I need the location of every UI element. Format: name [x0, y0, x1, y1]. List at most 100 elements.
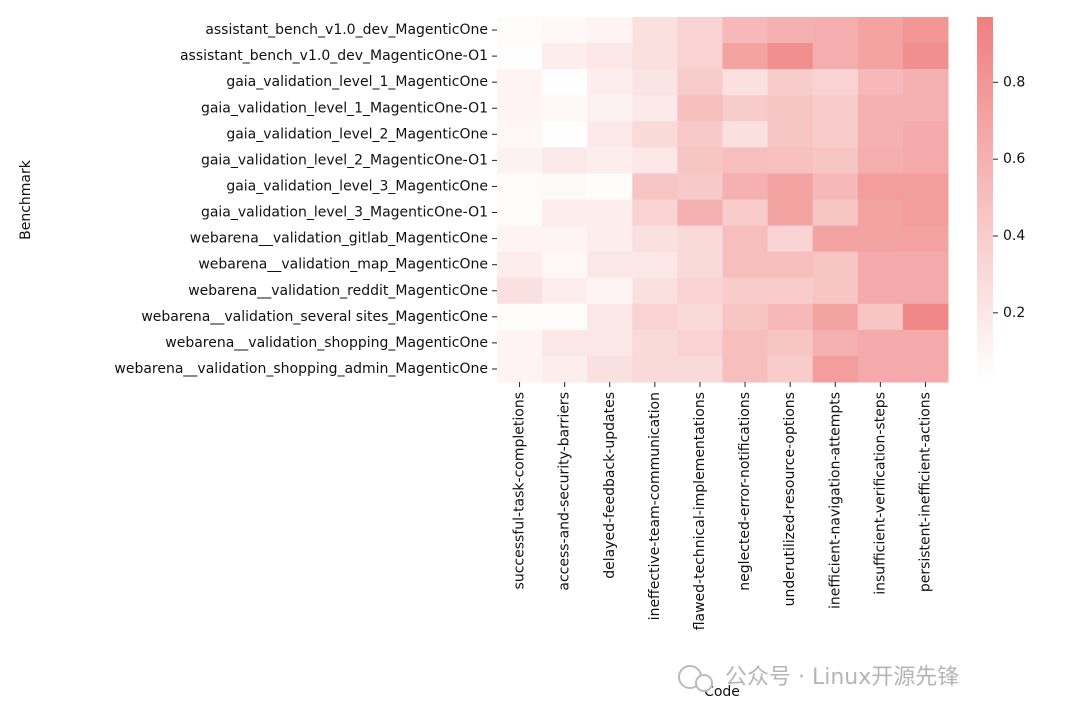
y-tick-label: gaia_validation_level_1_MagenticOne-O1: [201, 100, 488, 116]
heatmap-cell: [497, 173, 543, 200]
heatmap-cell: [587, 121, 633, 148]
heatmap-cell: [587, 277, 633, 305]
x-tick-label: access-and-security-barriers: [557, 392, 573, 591]
colorbar-tick-label: 0.2: [1003, 305, 1025, 321]
heatmap-cell: [497, 43, 543, 70]
heatmap-cell: [722, 95, 769, 122]
heatmap-cell: [902, 303, 949, 331]
heatmap-cell: [767, 43, 814, 70]
heatmap-cell: [857, 199, 904, 227]
heatmap-cell: [902, 277, 949, 305]
heatmap-cell: [722, 121, 769, 148]
heatmap-cell: [767, 121, 814, 148]
heatmap-cell: [497, 69, 543, 96]
heatmap-cell: [542, 147, 588, 174]
heatmap-cell: [812, 147, 859, 174]
heatmap-cell: [767, 225, 814, 253]
heatmap-cell: [857, 69, 904, 96]
heatmap-cell: [587, 251, 633, 279]
heatmap-cell: [497, 95, 543, 122]
y-tick-label: gaia_validation_level_3_MagenticOne-O1: [201, 205, 488, 221]
colorbar-tick-label: 0.6: [1003, 151, 1025, 167]
x-tick-label: neglected-error-notifications: [737, 392, 753, 591]
heatmap-cell: [812, 17, 859, 44]
heatmap-cell: [812, 199, 859, 227]
heatmap-cell: [812, 251, 859, 279]
x-axis-label: Code: [704, 684, 740, 700]
heatmap-cell: [542, 173, 588, 200]
heatmap-cell: [902, 173, 949, 200]
heatmap-cell: [587, 199, 633, 227]
heatmap-cell: [902, 121, 949, 148]
heatmap-cell: [542, 251, 588, 279]
heatmap-cell: [722, 251, 769, 279]
heatmap-cell: [677, 147, 723, 174]
y-axis-label: Benchmark: [18, 159, 34, 240]
y-tick-label: webarena__validation_shopping_MagenticOn…: [165, 335, 488, 351]
heatmap-cell: [767, 303, 814, 331]
x-tick-label: inefficient-navigation-attempts: [827, 392, 843, 609]
heatmap-cell: [767, 69, 814, 96]
colorbar: [977, 17, 993, 382]
heatmap-cell: [587, 17, 633, 44]
heatmap-cell: [542, 355, 588, 383]
heatmap-cell: [722, 173, 769, 200]
heatmap-cell: [812, 329, 859, 357]
y-tick-label: assistant_bench_v1.0_dev_MagenticOne: [205, 22, 488, 38]
heatmap-cell: [677, 303, 723, 331]
heatmap-cell: [857, 251, 904, 279]
heatmap-cell: [812, 225, 859, 253]
heatmap-cell: [767, 277, 814, 305]
heatmap-cell: [722, 329, 769, 357]
heatmap-cell: [677, 277, 723, 305]
heatmap-cell: [677, 225, 723, 253]
heatmap-cell: [857, 173, 904, 200]
y-tick-label: webarena__validation_map_MagenticOne: [198, 257, 488, 273]
heatmap-cell: [542, 199, 588, 227]
heatmap-cell: [542, 43, 588, 70]
heatmap-cell: [857, 95, 904, 122]
y-tick-label: webarena__validation_gitlab_MagenticOne: [190, 231, 488, 247]
heatmap-cell: [722, 225, 769, 253]
y-tick-label: gaia_validation_level_2_MagenticOne-O1: [201, 152, 488, 168]
heatmap-cell: [902, 199, 949, 227]
heatmap-cell: [632, 251, 678, 279]
heatmap-cell: [497, 329, 543, 357]
heatmap-cell: [857, 147, 904, 174]
heatmap-cell: [722, 277, 769, 305]
heatmap-cell: [902, 355, 949, 383]
watermark-icon: [695, 674, 713, 692]
heatmap-cell: [632, 121, 678, 148]
heatmap-cell: [902, 95, 949, 122]
heatmap-cell: [632, 173, 678, 200]
colorbar-tick-label: 0.8: [1003, 74, 1025, 90]
heatmap-cell: [542, 17, 588, 44]
heatmap-cell: [542, 121, 588, 148]
x-tick-label: delayed-feedback-updates: [602, 392, 618, 579]
heatmap-cell: [812, 95, 859, 122]
heatmap-cell: [587, 147, 633, 174]
heatmap-cell: [767, 147, 814, 174]
heatmap-cell: [542, 225, 588, 253]
heatmap-cell: [767, 199, 814, 227]
heatmap-cell: [857, 121, 904, 148]
heatmap-cell: [497, 147, 543, 174]
heatmap-cell: [587, 225, 633, 253]
x-tick-label: underutilized-resource-options: [782, 392, 798, 606]
heatmap-cell: [632, 355, 678, 383]
x-tick-label: persistent-inefficient-actions: [917, 392, 933, 592]
heatmap-cell: [812, 121, 859, 148]
heatmap-cell: [632, 17, 678, 44]
heatmap-cell: [677, 251, 723, 279]
heatmap-cell: [632, 225, 678, 253]
heatmap-cell: [677, 43, 723, 70]
heatmap-cell: [677, 121, 723, 148]
heatmap-cell: [902, 69, 949, 96]
heatmap-cell: [677, 173, 723, 200]
heatmap-cell: [812, 277, 859, 305]
heatmap-cell: [857, 303, 904, 331]
x-tick-label: successful-task-completions: [512, 392, 528, 589]
x-tick-label: insufficient-verification-steps: [872, 392, 888, 595]
y-tick-label: webarena__validation_several sites_Magen…: [141, 309, 488, 325]
